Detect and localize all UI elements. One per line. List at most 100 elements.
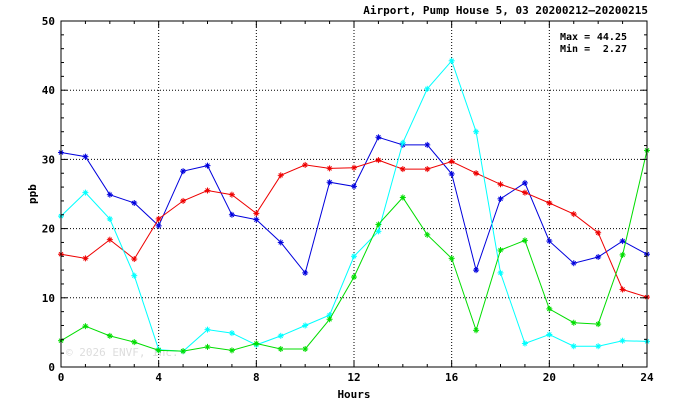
series-1-point [521,179,528,186]
marker-stroke [253,341,259,346]
series-1-point [351,183,357,190]
marker-stroke [571,343,577,349]
y-tick-label: 50 [42,15,55,28]
marker-stroke [83,256,88,261]
max-label: Max = [560,32,590,43]
series-2-point [180,197,187,204]
y-tick-label: 20 [42,223,55,236]
axis-ticks: 0 4 8 12 16 20 24 0 10 20 30 40 50 [42,15,654,384]
series-1-point [82,153,89,160]
marker-stroke [473,129,479,135]
series-2-point [82,255,89,262]
marker-stroke [302,162,308,168]
series-4-point [619,251,626,258]
series-3-point [82,189,89,196]
marker-stroke [107,216,113,222]
series-2-point [253,210,260,217]
marker-stroke [376,157,381,163]
series-4-point [448,255,455,262]
marker-stroke [522,238,528,243]
marker-stroke [400,140,406,146]
marker-stroke [278,240,284,245]
series-4-point [131,339,138,346]
marker-stroke [595,343,601,349]
series-2-point [277,172,284,179]
series-3-point [106,215,113,222]
series-1-point [253,216,260,223]
x-tick-label: 0 [58,371,65,384]
series-2-point [595,229,602,236]
series-1-point [473,267,480,274]
x-tick-label: 12 [347,371,360,384]
marker-stroke [131,200,137,206]
series-3-point [570,343,577,350]
series-2-point [424,166,431,173]
series-1-point [424,141,431,148]
watermark: © 2026 ENVF, Inc. [66,346,179,359]
max-value: 44.25 [597,32,627,43]
series-4-point [326,316,333,323]
marker-stroke [376,134,381,140]
series-1-point [131,199,138,206]
series-4-point [595,321,602,328]
series-2-point [473,170,480,177]
series-4-point [424,231,431,238]
series-3-point [595,343,602,350]
series-4-point [351,274,357,281]
series-4-point [497,247,504,254]
marker-stroke [424,142,430,148]
series-2-point [521,189,528,196]
chart-title: Airport, Pump House 5, 03 20200212–20200… [363,4,648,17]
series-2-point [497,181,504,188]
series-4-point [204,343,211,350]
marker-stroke [107,333,113,339]
series-1-point [570,260,577,267]
marker-stroke [424,86,430,92]
x-tick-label: 16 [445,371,459,384]
series-3-point [521,340,528,347]
series-1-point [204,162,211,169]
series-4-point [180,348,187,355]
series-2-point [619,286,626,293]
marker-stroke [546,306,552,312]
marker-stroke [180,198,186,204]
series-4-point [473,327,480,334]
series-1-point [375,134,382,141]
marker-stroke [620,338,625,344]
marker-stroke [156,216,162,222]
x-tick-label: 4 [155,371,162,384]
marker-stroke [83,323,88,329]
series-3-point [302,322,309,329]
series-4-point [546,305,553,312]
marker-stroke [449,58,455,64]
series-2-point [302,161,309,168]
marker-stroke [205,327,210,332]
series-4-point [375,221,382,228]
series-4-point [106,332,113,339]
marker-stroke [302,270,308,276]
marker-stroke [131,273,137,279]
marker-stroke [522,180,528,186]
series-lines [58,57,650,355]
series-3-point [546,331,553,338]
marker-stroke [424,166,430,172]
marker-stroke [473,327,479,333]
series-3-point [448,57,455,64]
marker-stroke [620,238,625,244]
marker-stroke [83,190,88,195]
marker-stroke [400,195,406,200]
marker-stroke [546,332,552,337]
marker-stroke [205,344,210,350]
series-1-point [595,253,602,260]
series-2-point [399,166,406,173]
marker-stroke [180,168,186,174]
marker-stroke [498,270,503,276]
series-2-point [155,215,162,222]
series-1-point [180,168,187,175]
series-4-point [521,237,528,244]
y-tick-label: 30 [42,153,55,166]
marker-stroke [327,166,332,171]
marker-stroke [278,346,284,352]
